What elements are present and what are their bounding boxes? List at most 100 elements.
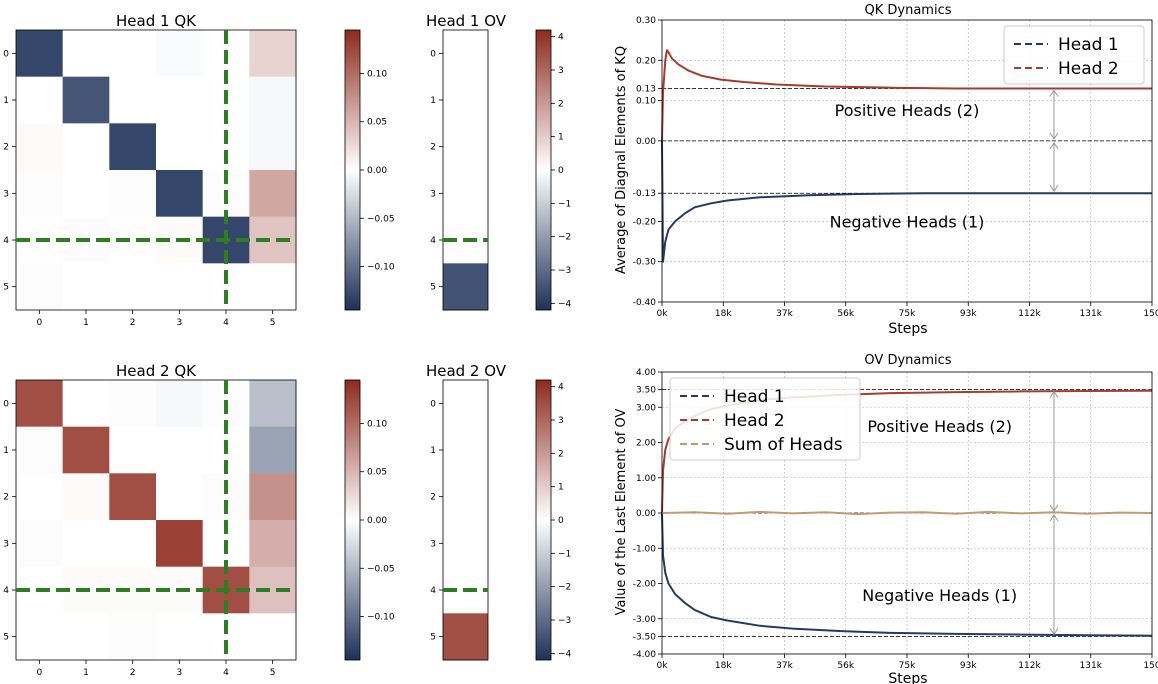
y-tick-label: -0.20	[633, 217, 657, 227]
heatmap-cell-r3-c2	[109, 520, 157, 568]
series-line-head-1	[661, 140, 1152, 263]
colorbar-bar	[535, 379, 552, 661]
region-annotation: Positive Heads (2)	[867, 417, 1012, 436]
legend-label: Sum of Heads	[724, 435, 843, 455]
x-tick-label: 5	[270, 668, 276, 678]
heatmap-cell-r1-c5	[249, 76, 297, 124]
head1-ov-heatmap: 0 1 2 3 4 5	[430, 29, 489, 311]
y-tick-label: 1	[3, 446, 9, 456]
y-tick-label: -3.00	[633, 615, 657, 625]
head2-qk-colorbar: 0.10 0.05 0.00 −0.05 −0.10	[344, 379, 395, 661]
y-tick-label: 0.10	[636, 97, 656, 107]
x-tick-label: 5	[270, 318, 276, 328]
gap-arrow-head-up	[1049, 89, 1059, 97]
heatmap-cell-r5-c0	[16, 263, 64, 311]
colorbar-tick-label: −0.10	[367, 263, 395, 273]
x-tick-label: 0k	[657, 309, 669, 319]
head1-ov-colorbar: 4 3 2 1 0 −1 −2 −3 −4	[535, 29, 572, 311]
heatmap-cell-r0-c3	[156, 380, 204, 428]
y-tick-label: 1	[430, 446, 436, 456]
heatmap-cell-r1-c2	[109, 76, 157, 124]
head2-qk-heatmap: 0 1 2 3 4 5 0 1 2 3 4 5	[3, 379, 297, 678]
y-tick-label: 3	[430, 539, 436, 549]
heatmap-cell-r2-c3	[156, 123, 204, 171]
heatmap-cell-r2-c0	[16, 473, 64, 521]
ov-cell-r3	[443, 170, 488, 218]
heatmap-cell-r0-c5	[249, 30, 297, 78]
gap-arrow-head-up	[1049, 141, 1059, 150]
y-tick-label: 0	[430, 49, 436, 59]
colorbar-tick-label: −0.10	[367, 613, 395, 623]
colorbar-tick-label: 4	[558, 33, 564, 43]
x-tick-label: 2	[130, 318, 136, 328]
heatmap-cell-r5-c1	[62, 613, 110, 661]
qk-dynamics-title: QK Dynamics	[865, 3, 952, 18]
x-tick-label: 1	[83, 318, 89, 328]
heatmap-cell-r1-c2	[109, 426, 157, 474]
x-tick-label: 75k	[899, 309, 916, 319]
heatmap-cell-r0-c0	[16, 30, 64, 78]
y-tick-label: 5	[3, 283, 9, 293]
region-annotation: Negative Heads (1)	[862, 586, 1017, 605]
y-tick-label: 4	[3, 586, 9, 596]
colorbar-tick-label: 1	[558, 483, 564, 493]
heatmap-cell-r3-c5	[249, 170, 297, 218]
x-tick-label: 3	[176, 668, 182, 678]
heatmap-cell-r2-c1	[62, 473, 110, 521]
x-tick-label: 37k	[776, 661, 793, 671]
colorbar-tick-label: 0.10	[367, 69, 387, 79]
y-tick-label: 3	[3, 539, 9, 549]
y-tick-label: -0.40	[633, 298, 657, 308]
x-tick-label: 18k	[715, 661, 732, 671]
heatmap-frame	[15, 379, 297, 661]
heatmap-cell-r2-c0	[16, 123, 64, 171]
head1-ov-title: Head 1 OV	[426, 12, 507, 30]
heatmap-cell-r0-c2	[109, 380, 157, 428]
gap-arrow-head-up	[1049, 390, 1059, 398]
y-tick-label: 4	[3, 236, 9, 246]
legend-label: Head 2	[1058, 59, 1119, 79]
gap-arrow-head-down	[1049, 132, 1059, 140]
heatmap-cell-r1-c0	[16, 76, 64, 124]
heatmap-cell-r3-c3	[156, 520, 204, 568]
heatmap-cell-r5-c3	[156, 263, 204, 311]
qk-dynamics-xlabel: Steps	[888, 321, 927, 337]
y-tick-label: 2	[3, 143, 9, 153]
x-tick-label: 150	[1143, 309, 1158, 319]
y-tick-label: 2	[430, 143, 436, 153]
x-tick-label: 56k	[837, 661, 854, 671]
heatmap-cell-r1-c1	[62, 426, 110, 474]
x-tick-label: 150	[1143, 661, 1158, 671]
heatmap-cell-r3-c1	[62, 520, 110, 568]
x-tick-label: 93k	[960, 661, 977, 671]
colorbar-tick-label: 1	[558, 133, 564, 143]
head2-ov-heatmap: 0 1 2 3 4 5	[430, 379, 489, 661]
colorbar-bar	[535, 29, 552, 311]
ov-cell-r3	[443, 520, 488, 568]
y-tick-label: 1	[430, 96, 436, 106]
heatmap-cell-r2-c5	[249, 473, 297, 521]
colorbar-tick-label: 0	[558, 166, 564, 176]
colorbar-tick-label: 0.00	[367, 166, 387, 176]
colorbar-tick-label: −3	[558, 266, 571, 276]
legend-label: Head 2	[724, 411, 785, 431]
ov-cell-r1	[443, 426, 488, 474]
y-tick-label: 3	[3, 189, 9, 199]
colorbar-tick-label: −4	[558, 649, 572, 659]
y-tick-label: 0.20	[636, 56, 656, 66]
y-tick-label: 5	[430, 283, 436, 293]
heatmap-cell-r0-c0	[16, 380, 64, 428]
heatmap-cell-r1-c1	[62, 76, 110, 124]
heatmap-cell-r2-c5	[249, 123, 297, 171]
y-tick-label: 0	[3, 49, 9, 59]
heatmap-cell-r5-c5	[249, 613, 297, 661]
y-tick-label: 0	[3, 399, 9, 409]
y-tick-label: 3	[430, 189, 436, 199]
head1-qk-panel: Head 1 QK 0 1 2 3 4 5 0 1 2 3 4 5 0.10 0.05 0.00 −0.05…	[3, 12, 395, 328]
x-tick-label: 131k	[1080, 661, 1103, 671]
gap-arrow-head-down	[1049, 628, 1059, 636]
series-line-head-1	[661, 512, 1153, 637]
x-tick-label: 2	[130, 668, 136, 678]
colorbar-tick-label: 0.05	[367, 118, 387, 128]
